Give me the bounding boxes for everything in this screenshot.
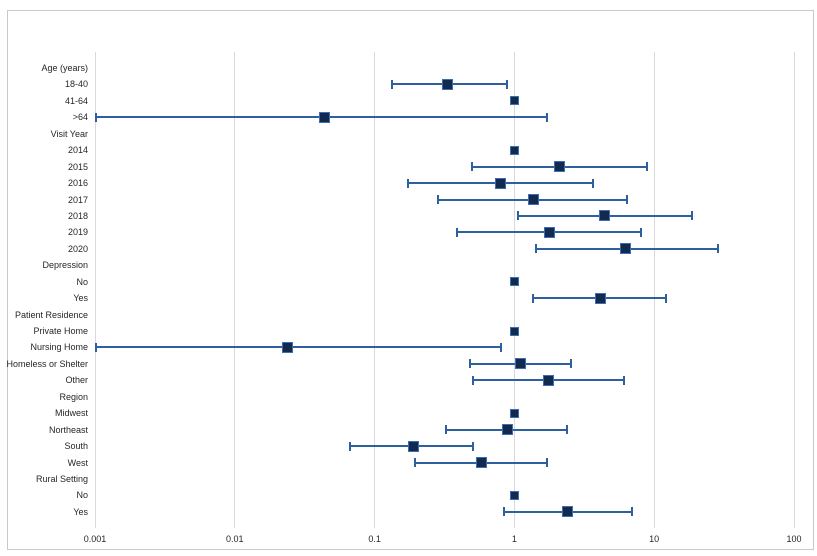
ci-cap-left — [455, 227, 458, 237]
ci-cap-right — [626, 195, 629, 205]
row-label: West — [67, 457, 88, 468]
ci-cap-right — [665, 293, 668, 303]
x-tick-label: 0.1 — [368, 534, 381, 544]
ci-cap-left — [406, 178, 409, 188]
ci-cap-right — [716, 244, 719, 254]
ci-cap-right — [640, 227, 643, 237]
or-marker — [542, 374, 554, 386]
x-tick-label: 1 — [511, 534, 517, 544]
ci-cap-right — [565, 425, 568, 435]
row-label: 2014 — [67, 145, 88, 156]
ci-cap-right — [546, 112, 549, 122]
or-marker — [408, 440, 420, 452]
x-tick-label: 0.001 — [83, 534, 107, 544]
or-marker — [527, 194, 539, 206]
ci-cap-right — [500, 342, 503, 352]
or-marker — [475, 457, 487, 469]
row-label: Age (years) — [41, 63, 88, 73]
x-gridline — [374, 52, 376, 528]
row-label: No — [76, 276, 88, 287]
ci-cap-left — [471, 162, 474, 172]
ci-cap-left — [516, 211, 519, 221]
ci-cap-right — [623, 375, 626, 385]
x-tick-label: 0.01 — [226, 534, 244, 544]
row-label: Depression — [42, 260, 88, 271]
ci-cap-right — [690, 211, 693, 221]
ci-cap-right — [570, 359, 573, 369]
or-marker — [562, 506, 574, 518]
row-label: 2018 — [67, 210, 88, 221]
row-label: Northeast — [48, 424, 88, 435]
row-label: Nursing Home — [30, 342, 88, 353]
row-label: 2016 — [67, 178, 88, 189]
or-marker — [509, 96, 519, 106]
row-label: Other — [65, 375, 88, 386]
row-label: 2020 — [67, 243, 88, 254]
x-gridline — [234, 52, 236, 528]
row-label: 2015 — [67, 161, 88, 172]
row-label: Homeless or Shelter — [6, 358, 88, 369]
or-marker — [619, 243, 631, 255]
or-marker — [509, 490, 519, 500]
or-marker — [553, 161, 565, 173]
or-marker — [319, 111, 331, 123]
ci-cap-left — [531, 293, 534, 303]
ci-cap-left — [437, 195, 440, 205]
row-label: Midwest — [54, 408, 88, 419]
ci-cap-left — [95, 342, 97, 352]
row-label: No — [76, 490, 88, 501]
row-label: Rural Setting — [35, 474, 88, 484]
row-label: South — [64, 441, 88, 452]
or-marker — [282, 341, 294, 353]
x-gridline — [793, 52, 795, 528]
ci-cap-left — [468, 359, 471, 369]
or-marker — [494, 177, 506, 189]
ci-cap-left — [472, 375, 475, 385]
ci-cap-right — [546, 458, 549, 468]
row-label: Yes — [73, 506, 88, 517]
row-label: 2019 — [67, 227, 88, 238]
or-marker — [598, 210, 610, 222]
ci-cap-right — [630, 507, 633, 517]
ci-cap-right — [645, 162, 648, 172]
chart-border — [7, 10, 814, 550]
ci-cap-left — [413, 458, 416, 468]
or-marker — [509, 145, 519, 155]
x-gridline — [513, 52, 515, 528]
ci-cap-left — [349, 441, 352, 451]
ci-cap-left — [390, 79, 393, 89]
ci-line — [95, 346, 503, 349]
row-label: Yes — [73, 293, 88, 304]
or-marker — [441, 78, 453, 90]
row-label: Private Home — [33, 326, 88, 337]
ci-cap-left — [503, 507, 506, 517]
x-gridline — [94, 52, 96, 528]
row-label: 2017 — [67, 194, 88, 205]
ci-cap-left — [534, 244, 537, 254]
or-marker — [509, 408, 519, 418]
or-marker — [514, 358, 526, 370]
ci-cap-left — [95, 112, 97, 122]
x-tick-label: 100 — [786, 534, 802, 544]
ci-cap-right — [471, 441, 474, 451]
ci-cap-right — [506, 79, 508, 89]
row-label: >64 — [72, 112, 88, 123]
x-gridline — [653, 52, 655, 528]
row-label: 18-40 — [64, 79, 88, 90]
or-marker — [501, 424, 513, 436]
row-label: Region — [59, 391, 88, 402]
or-marker — [594, 292, 606, 304]
or-marker — [543, 226, 555, 238]
row-label: Visit Year — [50, 128, 88, 139]
x-tick-label: 10 — [649, 534, 660, 544]
row-label: 41-64 — [64, 95, 88, 106]
row-label: Patient Residence — [14, 309, 88, 320]
or-marker — [509, 326, 519, 336]
ci-cap-right — [591, 178, 594, 188]
or-marker — [509, 277, 519, 287]
ci-cap-left — [445, 425, 448, 435]
